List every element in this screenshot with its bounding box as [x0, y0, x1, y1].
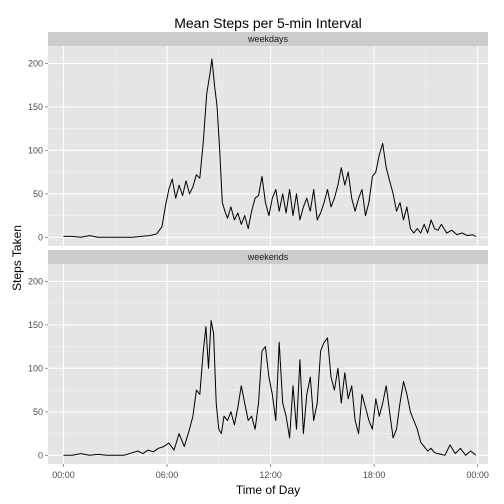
y-tick-label: 0 [38, 450, 43, 460]
panel-background [48, 46, 488, 246]
facet-strip-label: weekends [247, 252, 289, 262]
y-tick-label: 150 [28, 320, 43, 330]
panels-group: weekdays 0 50 100 150 200 weekends 0 50 100 150 200 [28, 32, 488, 464]
y-tick-label: 50 [33, 407, 43, 417]
panel-weekends: weekends 0 50 100 150 200 [28, 250, 488, 464]
x-tick-label: 00:00 [466, 470, 489, 480]
x-tick-label: 06:00 [156, 470, 179, 480]
x-axis-title: Time of Day [236, 483, 300, 497]
y-tick-label: 100 [28, 145, 43, 155]
x-tick-label: 18:00 [363, 470, 386, 480]
y-tick-label: 0 [38, 232, 43, 242]
series-line-weekdays [63, 58, 477, 238]
panel-background [48, 264, 488, 464]
y-tick-label: 200 [28, 276, 43, 286]
y-tick-label: 150 [28, 102, 43, 112]
facet-strip [48, 32, 488, 46]
chart-title: Mean Steps per 5-min Interval [174, 15, 362, 31]
panel-weekdays: weekdays 0 50 100 150 200 [28, 32, 488, 246]
y-axis-title: Steps Taken [10, 225, 24, 291]
x-tick-label: 12:00 [259, 470, 282, 480]
facet-strip [48, 250, 488, 264]
x-axis-ticks: 00:00 06:00 12:00 18:00 00:00 [52, 464, 489, 480]
facet-strip-label: weekdays [247, 34, 289, 44]
series-line-weekends [63, 320, 477, 456]
y-tick-label: 100 [28, 363, 43, 373]
x-tick-label: 00:00 [52, 470, 75, 480]
y-tick-label: 50 [33, 189, 43, 199]
y-tick-label: 200 [28, 58, 43, 68]
